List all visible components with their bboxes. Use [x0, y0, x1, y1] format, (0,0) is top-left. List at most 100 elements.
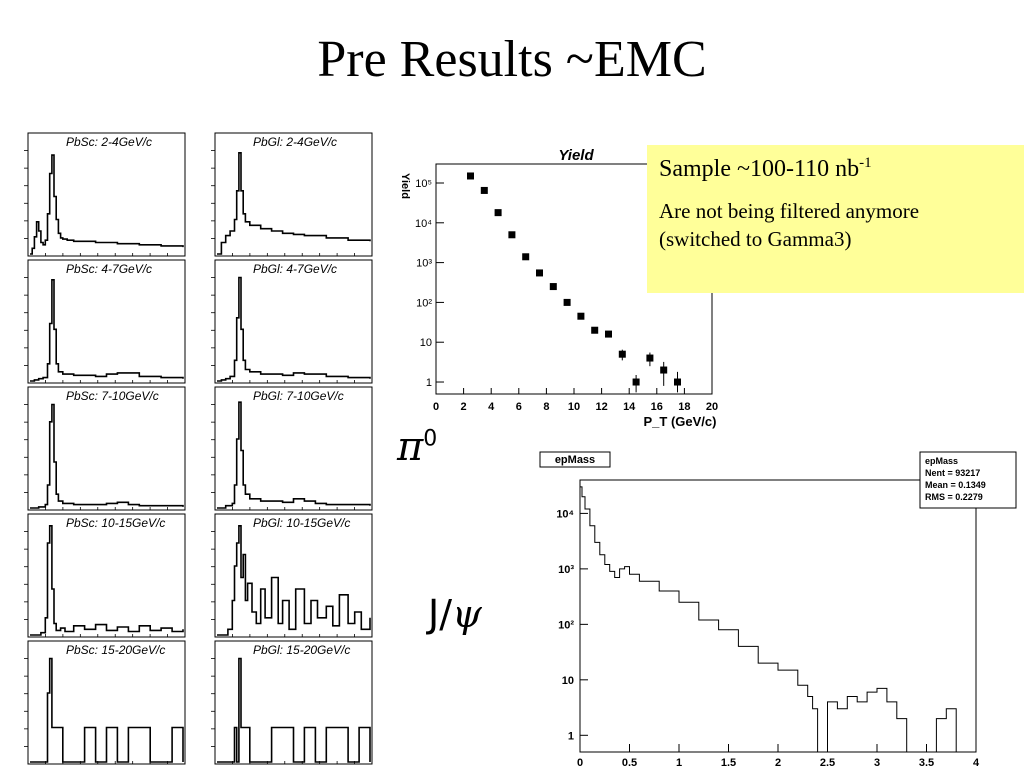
yield-point — [549, 283, 557, 291]
x-tick-label: 1.5 — [721, 757, 736, 768]
x-tick-label: 3 — [874, 757, 880, 768]
spectrum-panel-0: PbSc: 2-4GeV/c — [24, 132, 186, 257]
x-tick-label: 3.5 — [919, 757, 934, 768]
psi-symbol: ψ — [452, 592, 482, 636]
jpsi-label: J/ψ — [428, 592, 482, 636]
x-tick-label: 2.5 — [820, 757, 835, 768]
yield-point — [618, 350, 626, 358]
jpsi-prefix: J/ — [428, 592, 453, 636]
yield-point — [646, 354, 654, 362]
spectrum-panel-5: PbGl: 7-10GeV/c — [211, 386, 373, 511]
spectrum-title: PbGl: 15-20GeV/c — [253, 643, 350, 657]
plot-frame — [579, 479, 977, 753]
yield-point — [494, 209, 502, 217]
spectrum-panel-1: PbGl: 2-4GeV/c — [211, 132, 373, 257]
spectrum-line — [30, 657, 184, 763]
yield-point — [591, 326, 599, 334]
spectrum-panel-4: PbSc: 7-10GeV/c — [24, 386, 186, 511]
spectrum-title: PbGl: 4-7GeV/c — [253, 262, 337, 276]
y-tick-label: 10 — [562, 675, 574, 687]
spectrum-title: PbGl: 10-15GeV/c — [253, 516, 350, 530]
spectrum-title: PbSc: 4-7GeV/c — [66, 262, 152, 276]
epmass-histogram — [579, 486, 976, 753]
stats-box: epMass Nent = 93217 Mean = 0.1349 RMS = 0.2… — [919, 451, 1017, 509]
spectrum-line — [217, 152, 371, 255]
sample-line: Sample ~100-110 nb-1 — [659, 155, 1013, 183]
y-tick-label: 10³ — [416, 258, 432, 270]
yield-xlabel: P_T (GeV/c) — [644, 414, 717, 429]
y-tick-label: 10⁴ — [556, 508, 574, 520]
y-tick-label: 10² — [416, 297, 432, 309]
x-tick-label: 8 — [543, 401, 549, 413]
epmass-chart: epMass epMass Nent = 93217 Mean = 0.1349 RMS… — [539, 451, 1017, 768]
spectrum-panel-6: PbSc: 10-15GeV/c — [24, 513, 186, 638]
x-tick-label: 2 — [461, 401, 467, 413]
sample-sup: -1 — [859, 155, 872, 171]
spectrum-title: PbSc: 15-20GeV/c — [66, 643, 165, 657]
spectrum-line — [217, 401, 371, 509]
x-tick-label: 12 — [595, 401, 607, 413]
stats-name: epMass — [925, 456, 958, 466]
y-tick-label: 1 — [426, 377, 432, 389]
x-tick-label: 14 — [623, 401, 636, 413]
spectrum-title: PbSc: 2-4GeV/c — [66, 135, 152, 149]
x-tick-label: 10 — [568, 401, 580, 413]
spectrum-line — [30, 279, 184, 382]
sample-text: Sample ~100-110 nb — [659, 156, 860, 182]
stats-nent: Nent = 93217 — [925, 468, 980, 478]
x-tick-label: 0 — [577, 757, 583, 768]
yield-point — [674, 378, 681, 386]
y-tick-label: 10⁵ — [415, 178, 432, 190]
sample-note: Sample ~100-110 nb-1 Are not being filte… — [647, 145, 1024, 293]
epmass-title: epMass — [555, 454, 595, 466]
spectrum-panel-7: PbGl: 10-15GeV/c — [211, 513, 373, 638]
spectrum-panel-3: PbGl: 4-7GeV/c — [211, 259, 373, 384]
stats-rms: RMS = 0.2279 — [925, 492, 983, 502]
yield-point — [632, 378, 640, 386]
x-tick-label: 4 — [488, 401, 495, 413]
spectrum-panel-8: PbSc: 15-20GeV/c — [24, 640, 186, 765]
title-box — [539, 451, 611, 468]
spectrum-line — [30, 525, 184, 636]
spectrum-line — [217, 657, 371, 763]
pi-symbol: π — [397, 424, 424, 470]
y-tick-label: 10 — [420, 337, 432, 349]
gamma3-line: (switched to Gamma3) — [659, 227, 852, 251]
yield-point — [563, 298, 571, 306]
filter-line: Are not being filtered anymore — [659, 199, 920, 223]
slide-title: Pre Results ~EMC — [317, 31, 707, 88]
x-tick-label: 2 — [775, 757, 781, 768]
spectrum-panel-9: PbGl: 15-20GeV/c — [211, 640, 373, 765]
x-tick-label: 6 — [516, 401, 522, 413]
x-tick-label: 4 — [973, 757, 980, 768]
spectrum-line — [217, 525, 371, 636]
x-tick-label: 0.5 — [622, 757, 637, 768]
y-tick-label: 10³ — [558, 564, 574, 576]
stats-mean: Mean = 0.1349 — [925, 480, 986, 490]
pi0-label: π0 — [397, 424, 437, 470]
yield-point — [577, 312, 585, 320]
panel-frame — [27, 132, 186, 257]
y-tick-label: 10⁴ — [415, 218, 432, 230]
spectrum-line — [30, 154, 184, 255]
x-tick-label: 0 — [433, 401, 439, 413]
spectrum-line — [217, 276, 371, 382]
spectrum-panel-2: PbSc: 4-7GeV/c — [24, 259, 186, 384]
y-tick-label: 10² — [558, 619, 574, 631]
x-tick-label: 16 — [651, 401, 663, 413]
spectrum-title: PbSc: 7-10GeV/c — [66, 389, 159, 403]
spectrum-title: PbGl: 7-10GeV/c — [253, 389, 344, 403]
spectrum-title: PbSc: 10-15GeV/c — [66, 516, 165, 530]
yield-point — [480, 186, 488, 194]
pi-sup: 0 — [423, 426, 438, 452]
x-tick-label: 18 — [678, 401, 690, 413]
yield-point — [522, 253, 530, 261]
x-tick-label: 1 — [676, 757, 682, 768]
yield-point — [536, 269, 543, 277]
y-tick-label: 1 — [568, 730, 574, 742]
x-tick-label: 20 — [706, 401, 718, 413]
yield-point — [508, 231, 516, 239]
stats-frame — [919, 451, 1017, 509]
yield-point — [467, 172, 474, 180]
spectrum-line — [30, 403, 184, 509]
